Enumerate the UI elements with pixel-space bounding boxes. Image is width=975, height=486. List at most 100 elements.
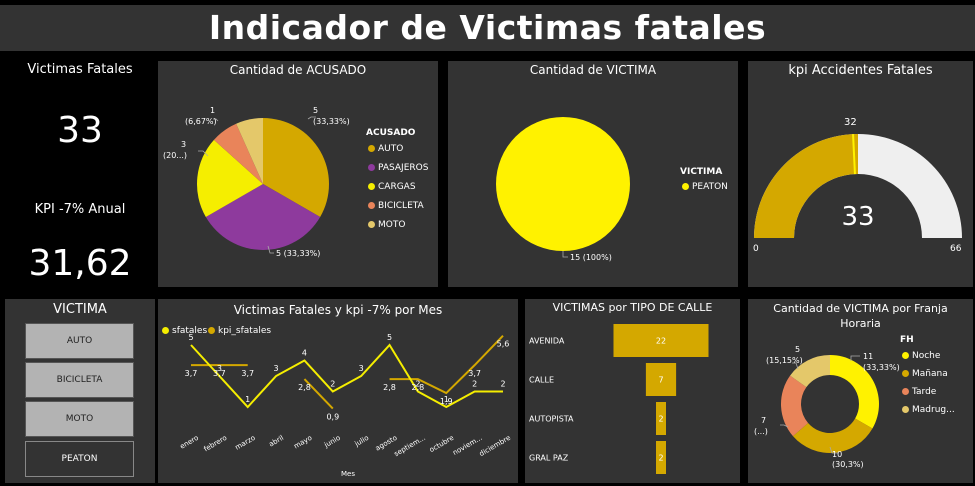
slicer-button-moto[interactable]: MOTO: [25, 401, 134, 437]
legend-label: MOTO: [378, 220, 406, 230]
bar-value-label: 2: [658, 454, 663, 463]
x-tick-label: julio: [353, 434, 370, 449]
victima-title: Cantidad de VICTIMA: [529, 63, 657, 77]
series-line-kpi-sfatales: [389, 335, 504, 395]
line-chart-title: Victimas Fatales y kpi -7% por Mes: [233, 303, 443, 317]
victima-legend-peaton: PEATON: [682, 182, 728, 192]
franja-legend-tarde: Tarde: [902, 387, 936, 397]
franja-tarde-pct: (...): [754, 427, 768, 436]
gauge-min: 0: [753, 244, 759, 254]
acusado-slice-2: [197, 139, 263, 217]
victima-slice-label: 15 (100%): [570, 253, 612, 262]
data-label-kpi-sfatales: 0,9: [326, 413, 339, 422]
category-label: AVENIDA: [529, 337, 565, 346]
victima-pie-chart: 15 (100%): [496, 117, 630, 262]
data-label-kpi-sfatales: 3,7: [185, 369, 198, 378]
legend-label: CARGAS: [378, 182, 416, 192]
bar-calle: [645, 363, 677, 396]
legend-dot: [368, 201, 375, 209]
acusado-legend-title: ACUSADO: [366, 128, 416, 138]
x-tick-label: mayo: [293, 434, 314, 451]
franja-title: Cantidad de VICTIMA por Franja Horaria: [773, 302, 948, 330]
slicer-title: VICTIMA: [53, 302, 107, 317]
acusado-bicicleta-pct: (6,67%): [185, 117, 217, 126]
legend-dot: [902, 369, 909, 377]
legend-label: BICICLETA: [378, 201, 424, 211]
franja-noche-pct: (33,33%): [863, 363, 900, 372]
acusado-slice-0: [263, 118, 329, 217]
data-label-sfatales: 3: [274, 364, 279, 373]
legend-dot: [902, 351, 909, 359]
franja-noche-label: 11: [863, 352, 873, 361]
legend-label: sfatales: [172, 326, 208, 336]
data-label-sfatales: 4: [302, 349, 307, 358]
data-label-sfatales: 3: [217, 364, 222, 373]
acusado-legend-cargas: CARGAS: [368, 182, 416, 192]
legend-dot: [368, 220, 375, 228]
acusado-slice-1: [205, 184, 321, 250]
acusado-slice-3: [213, 123, 263, 184]
acusado-legend-pasajeros: PASAJEROS: [368, 163, 428, 173]
acusado-pasajeros-label: 5 (33,33%): [276, 249, 320, 258]
legend-dot: [368, 182, 375, 190]
slicer-button-bicicleta[interactable]: BICICLETA: [25, 362, 134, 398]
data-label-sfatales: 2: [472, 380, 477, 389]
gauge-fill: [754, 134, 858, 238]
legend-dot: [208, 326, 215, 334]
franja-madrugada-pct: (15,15%): [766, 356, 803, 365]
series-line-sfatales: [190, 343, 503, 409]
franja-slice-1: [792, 418, 873, 453]
legend-label: Tarde: [912, 387, 937, 397]
header-bar: Indicador de Victimas fatales: [0, 5, 975, 51]
gauge-title: kpi Accidentes Fatales: [788, 63, 933, 78]
line-chart-panel: Victimas Fatales y kpi -7% por Mes sfata…: [158, 299, 518, 483]
street-chart-title: VICTIMAS por TIPO DE CALLE: [552, 301, 713, 314]
franja-slice-0: [830, 355, 879, 429]
acusado-cargas-label: 3: [181, 140, 186, 149]
legend-label: PEATON: [692, 182, 728, 192]
acusado-legend-auto: AUTO: [368, 144, 403, 154]
legend-dot: [368, 144, 375, 152]
line-legend-sfatales: sfatales: [162, 326, 207, 336]
legend-label: AUTO: [378, 144, 404, 154]
x-tick-label: febrero: [202, 434, 228, 454]
gauge-chart: 32 33 0 66: [753, 117, 962, 254]
data-label-sfatales: 5: [188, 333, 193, 342]
slicer-button-auto[interactable]: AUTO: [25, 323, 134, 359]
acusado-legend-bicicleta: BICICLETA: [368, 201, 424, 211]
data-label-sfatales: 5: [387, 333, 392, 342]
acusado-panel: Cantidad de ACUSADO 5 (33,33%) 5 (33,33%…: [158, 61, 438, 287]
data-label-kpi-sfatales: 3,7: [213, 369, 226, 378]
data-label-kpi-sfatales: 2,8: [383, 383, 396, 392]
franja-donut-chart: 11 (33,33%) 10 (30,3%) 7 (...) 5 (15,15%…: [754, 345, 900, 469]
line-chart: 5 3 1 3 4 2 3 5 2 1 2 2 3,7 3,7 3,7 2,8 0,9 2,8 2,8 1,9 3,7 5…: [179, 333, 512, 478]
bar-gral-paz: [656, 441, 666, 474]
acusado-auto-label: 5: [313, 106, 318, 115]
gauge-value: 33: [841, 202, 874, 232]
street-chart-panel: VICTIMAS por TIPO DE CALLE AVENIDA 22 CALL…: [525, 299, 740, 483]
franja-slice-3: [790, 355, 830, 388]
victima-slice-peaton: [496, 117, 630, 251]
slicer-button-peaton[interactable]: PEATON: [25, 441, 134, 477]
data-label-sfatales: 2: [500, 380, 505, 389]
data-label-sfatales: 1: [245, 395, 250, 404]
data-label-kpi-sfatales: 3,7: [241, 369, 254, 378]
victima-panel: Cantidad de VICTIMA 15 (100%) VICTIMA PE…: [448, 61, 738, 287]
x-tick-label: marzo: [234, 434, 257, 452]
page-title: Indicador de Victimas fatales: [208, 8, 767, 47]
legend-dot: [162, 326, 169, 334]
legend-dot: [368, 163, 375, 171]
legend-label: Mañana: [912, 369, 948, 379]
legend-label: Noche: [912, 351, 941, 361]
franja-slice-2: [781, 375, 809, 437]
data-label-kpi-sfatales: 2,8: [298, 383, 311, 392]
x-tick-label: diciembre: [478, 434, 512, 458]
acusado-cargas-pct: (20...): [163, 151, 187, 160]
acusado-legend-moto: MOTO: [368, 220, 405, 230]
data-label-kpi-sfatales: 3,7: [468, 369, 481, 378]
line-xlabel: Mes: [341, 470, 355, 478]
gauge-max: 66: [950, 244, 962, 254]
bar-value-label: 2: [658, 415, 663, 424]
street-bar-chart: AVENIDA 22 CALLE 7 AUTOPISTA 2 GRAL PAZ 2: [529, 324, 709, 474]
kpi-victimas-label: Victimas Fatales: [27, 62, 133, 77]
